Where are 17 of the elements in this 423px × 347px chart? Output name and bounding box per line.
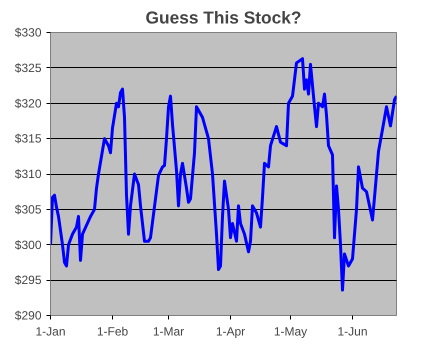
y-tick-label: $305 (14, 202, 42, 216)
x-tick-label: 1-Apr (216, 324, 246, 338)
x-tick-label: 1-Jan (35, 324, 66, 338)
y-tick-label: $330 (14, 26, 42, 40)
x-tick-label: 1-Feb (96, 324, 128, 338)
y-tick-label: $295 (14, 273, 42, 288)
x-tick-label: 1-May (274, 324, 308, 338)
x-tick-label: 1-Mar (152, 324, 184, 338)
chart-title: Guess This Stock? (146, 8, 302, 28)
y-tick-label: $310 (14, 167, 42, 181)
y-tick-label: $315 (14, 132, 42, 146)
y-tick-label: $290 (14, 308, 42, 322)
x-tick-label: 1-Jun (337, 324, 368, 338)
y-tick-label: $300 (14, 238, 42, 252)
y-tick-label: $320 (14, 96, 42, 110)
line-series (50, 57, 396, 292)
y-tick-label: $325 (14, 60, 42, 75)
